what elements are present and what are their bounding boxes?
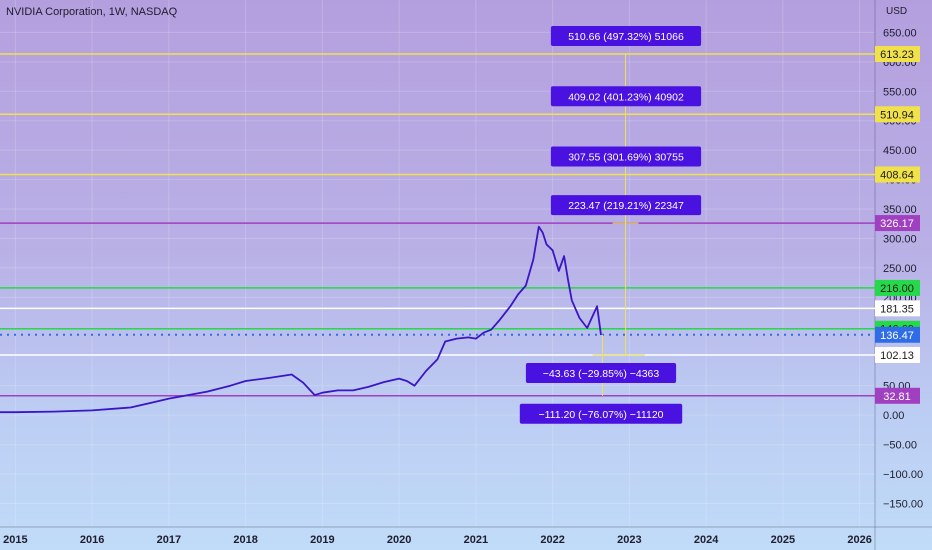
x-tick-label: 2026 xyxy=(847,534,871,546)
chart-title: NVIDIA Corporation, 1W, NASDAQ xyxy=(6,6,178,18)
level-price-tag xyxy=(875,46,920,63)
x-tick-label: 2022 xyxy=(540,534,564,546)
level-price-tag-text: 326.17 xyxy=(880,218,914,230)
measure-label-text: 307.55 (301.69%) 30755 xyxy=(568,152,684,164)
y-tick-label: 350.00 xyxy=(883,204,917,216)
y-tick-label: 250.00 xyxy=(883,263,917,275)
x-tick-label: 2020 xyxy=(387,534,411,546)
x-tick-label: 2018 xyxy=(233,534,257,546)
level-price-tag xyxy=(875,387,920,404)
level-price-tag-text: 102.13 xyxy=(880,350,914,362)
level-price-tag xyxy=(875,106,920,123)
measure-label-box xyxy=(550,86,702,107)
level-price-tag-text: 32.81 xyxy=(883,391,911,403)
measure-label-text: −43.63 (−29.85%) −4363 xyxy=(543,368,660,380)
level-price-tag-text: 136.47 xyxy=(880,330,914,342)
x-tick-label: 2025 xyxy=(771,534,795,546)
measure-label-box xyxy=(550,26,702,47)
level-price-tag xyxy=(875,166,920,183)
level-price-tag xyxy=(875,215,920,232)
y-tick-label: 650.00 xyxy=(883,27,917,39)
level-price-tag-text: 510.94 xyxy=(880,109,914,121)
y-tick-label: 550.00 xyxy=(883,86,917,98)
level-price-tag xyxy=(875,326,920,343)
measure-label-text: 223.47 (219.21%) 22347 xyxy=(568,200,684,212)
measure-label-box xyxy=(550,146,702,167)
x-tick-label: 2021 xyxy=(464,534,488,546)
x-tick-label: 2023 xyxy=(617,534,641,546)
y-tick-label: 0.00 xyxy=(883,410,904,422)
measure-label-box xyxy=(525,362,677,383)
y-tick-label: −50.00 xyxy=(883,440,917,452)
measure-label-box xyxy=(519,403,683,424)
level-price-tag-text: 216.00 xyxy=(880,283,914,295)
x-tick-label: 2024 xyxy=(694,534,719,546)
x-tick-label: 2019 xyxy=(310,534,334,546)
x-tick-label: 2016 xyxy=(80,534,104,546)
measure-label-text: 409.02 (401.23%) 40902 xyxy=(568,91,684,103)
y-tick-label: −150.00 xyxy=(883,498,923,510)
x-tick-label: 2017 xyxy=(157,534,181,546)
y-tick-label: 450.00 xyxy=(883,145,917,157)
level-price-tag-text: 408.64 xyxy=(880,170,914,182)
level-price-tag xyxy=(875,279,920,296)
level-price-tag-text: 613.23 xyxy=(880,49,914,61)
level-price-tag xyxy=(875,346,920,363)
price-line xyxy=(0,225,602,414)
level-price-tag-text: 181.35 xyxy=(880,303,914,315)
currency-label: USD xyxy=(886,6,908,17)
measure-label-text: 510.66 (497.32%) 51066 xyxy=(568,31,684,43)
y-tick-label: 300.00 xyxy=(883,233,917,245)
x-tick-label: 2015 xyxy=(3,534,27,546)
y-tick-label: −100.00 xyxy=(883,469,923,481)
measure-label-box xyxy=(550,195,702,216)
measure-label-text: −111.20 (−76.07%) −11120 xyxy=(538,409,663,421)
level-price-tag xyxy=(875,300,920,317)
